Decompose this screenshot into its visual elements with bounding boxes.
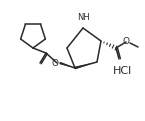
Polygon shape bbox=[75, 62, 97, 69]
Text: O: O bbox=[51, 58, 58, 68]
Text: O: O bbox=[123, 38, 129, 46]
Polygon shape bbox=[60, 62, 75, 68]
Text: HCl: HCl bbox=[113, 66, 132, 76]
Text: NH: NH bbox=[77, 12, 89, 22]
